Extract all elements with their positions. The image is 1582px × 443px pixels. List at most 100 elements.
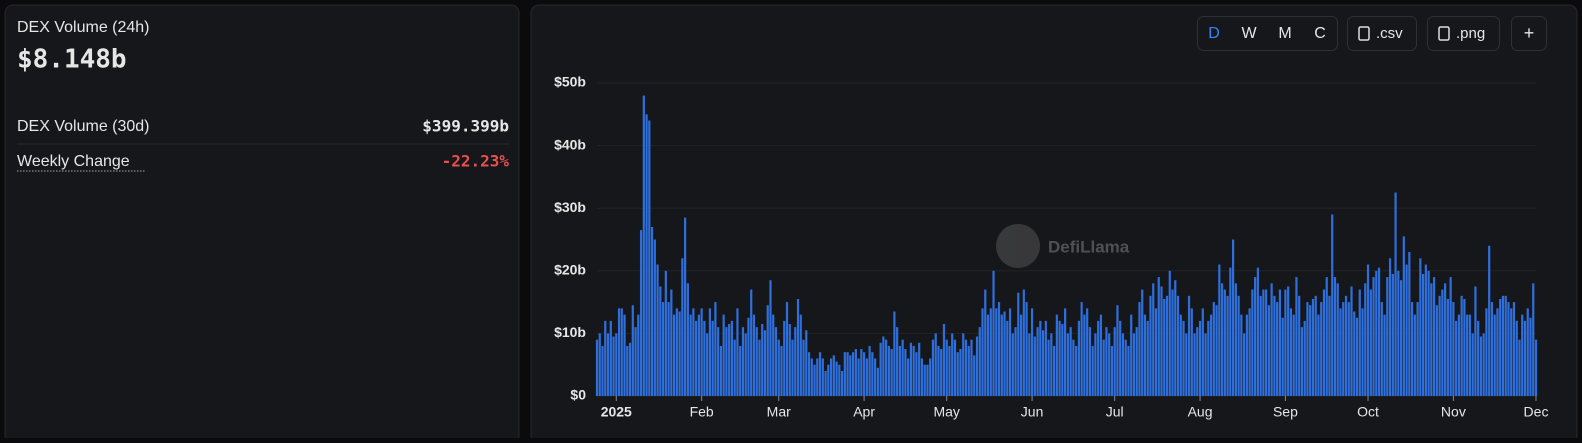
bar bbox=[1254, 277, 1257, 396]
bar bbox=[1105, 327, 1108, 396]
y-tick-label: $0 bbox=[570, 387, 586, 403]
bar bbox=[1281, 317, 1284, 396]
bar bbox=[1231, 239, 1235, 396]
bar bbox=[1179, 314, 1182, 396]
bar bbox=[931, 339, 935, 396]
bar bbox=[1066, 333, 1069, 396]
bar bbox=[1350, 286, 1353, 396]
x-tick-label: 2025 bbox=[601, 404, 632, 420]
bar bbox=[1320, 302, 1323, 396]
bar bbox=[642, 95, 645, 397]
bar bbox=[1449, 277, 1452, 396]
logo bbox=[996, 224, 1040, 268]
bar bbox=[1347, 302, 1350, 396]
bar bbox=[1168, 270, 1171, 396]
bar bbox=[708, 308, 712, 396]
bar bbox=[807, 352, 811, 396]
interval-button[interactable]: D bbox=[1208, 25, 1220, 42]
bar bbox=[739, 345, 742, 396]
bar bbox=[846, 352, 849, 396]
bar bbox=[681, 258, 684, 396]
bar bbox=[1446, 298, 1449, 396]
bar bbox=[695, 320, 698, 396]
bar bbox=[623, 314, 626, 396]
bar bbox=[1421, 273, 1425, 396]
bar bbox=[772, 314, 775, 396]
bar bbox=[774, 327, 778, 396]
bar bbox=[628, 342, 632, 396]
png-button[interactable] bbox=[1427, 16, 1500, 51]
bar bbox=[821, 358, 824, 396]
bar bbox=[1025, 302, 1028, 396]
bar bbox=[907, 358, 910, 396]
bar bbox=[912, 345, 915, 396]
add-button[interactable] bbox=[1511, 16, 1547, 51]
bar bbox=[1075, 345, 1078, 396]
bar bbox=[650, 226, 654, 396]
bar bbox=[1490, 302, 1494, 396]
bar bbox=[1369, 289, 1372, 396]
bar bbox=[915, 352, 918, 396]
bar bbox=[1361, 308, 1364, 396]
bar bbox=[1030, 308, 1034, 396]
interval-group bbox=[1197, 16, 1338, 51]
bar bbox=[1121, 333, 1125, 396]
bar bbox=[1474, 286, 1477, 396]
bar bbox=[717, 327, 720, 396]
watermark: DefiLlama bbox=[996, 224, 1130, 268]
bar bbox=[857, 358, 860, 396]
interval-button[interactable]: M bbox=[1278, 25, 1291, 42]
bar bbox=[1386, 277, 1389, 396]
bar bbox=[926, 364, 929, 396]
bar bbox=[1444, 283, 1447, 396]
bar bbox=[1311, 298, 1315, 396]
bar bbox=[1215, 305, 1218, 396]
bar bbox=[989, 308, 992, 396]
bar bbox=[1518, 339, 1521, 396]
bar bbox=[639, 230, 643, 396]
bar bbox=[937, 345, 940, 396]
bar bbox=[1061, 324, 1064, 396]
bar bbox=[730, 320, 734, 396]
bar bbox=[1284, 289, 1287, 396]
bar bbox=[758, 339, 761, 396]
bar bbox=[659, 286, 662, 396]
watermark-text: DefiLlama bbox=[1048, 237, 1130, 256]
bar bbox=[783, 320, 786, 396]
bar bbox=[1466, 314, 1469, 396]
bar bbox=[1190, 308, 1193, 396]
bar bbox=[794, 327, 797, 396]
interval-button[interactable]: W bbox=[1241, 25, 1257, 42]
bar bbox=[1278, 289, 1282, 396]
bar bbox=[1218, 264, 1221, 396]
bar bbox=[1072, 339, 1075, 396]
interval-button[interactable]: C bbox=[1314, 25, 1326, 42]
bar bbox=[1041, 330, 1045, 396]
bar bbox=[1493, 314, 1496, 396]
bar bbox=[1355, 317, 1359, 396]
bar bbox=[978, 327, 981, 396]
row-label[interactable]: Weekly Change bbox=[17, 153, 130, 170]
bar bbox=[1479, 336, 1483, 396]
csv-button[interactable] bbox=[1347, 16, 1417, 51]
bar bbox=[1165, 295, 1169, 396]
bar bbox=[901, 339, 904, 396]
bar bbox=[1339, 308, 1342, 396]
bar bbox=[832, 355, 835, 396]
bar bbox=[1256, 267, 1259, 396]
bar bbox=[1399, 280, 1403, 396]
png-label: .png bbox=[1456, 25, 1485, 42]
bar bbox=[612, 336, 615, 396]
bar bbox=[1353, 311, 1356, 396]
x-tick-label: Aug bbox=[1188, 404, 1213, 420]
bar bbox=[995, 308, 998, 396]
row-value: $399.399b bbox=[422, 117, 509, 136]
y-tick-label: $30b bbox=[554, 199, 586, 215]
bar bbox=[684, 217, 687, 396]
bar bbox=[1529, 317, 1532, 396]
bar bbox=[1116, 305, 1119, 396]
bar bbox=[1154, 308, 1158, 396]
bar bbox=[885, 339, 888, 396]
bar bbox=[766, 305, 769, 396]
summary-title: DEX Volume (24h) bbox=[17, 19, 150, 36]
